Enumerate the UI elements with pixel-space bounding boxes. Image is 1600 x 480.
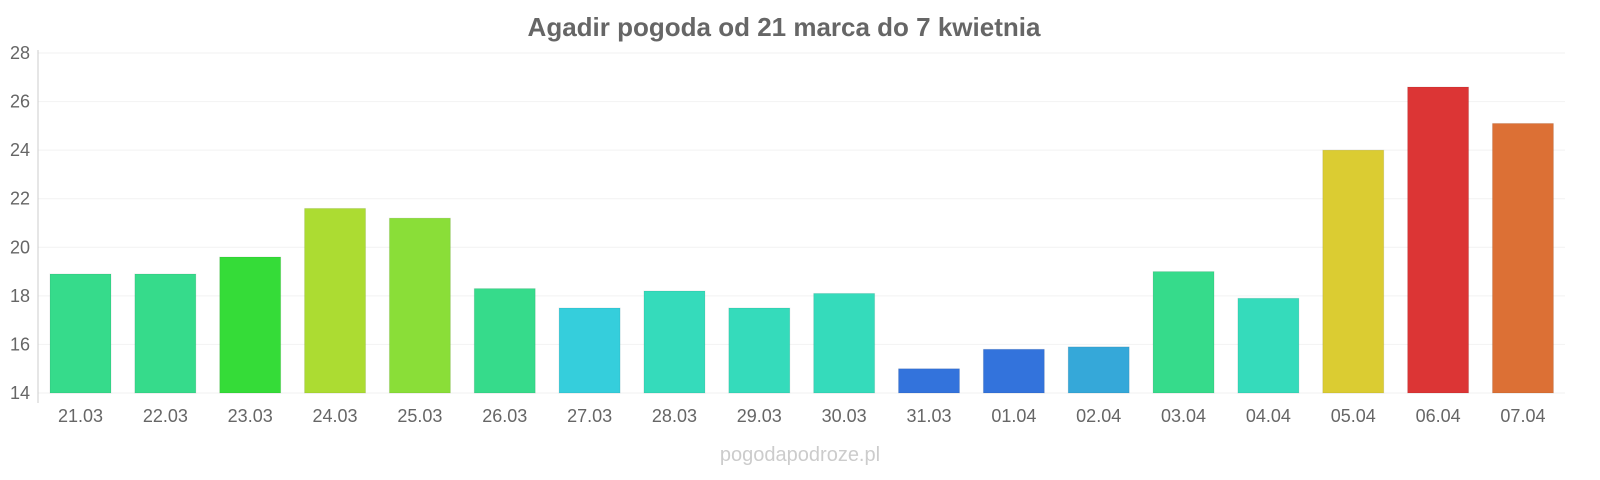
x-tick-label: 26.03 xyxy=(482,406,527,426)
x-tick-label: 29.03 xyxy=(737,406,782,426)
y-tick-label: 18 xyxy=(10,286,30,306)
bar-25.03 xyxy=(388,217,451,394)
x-tick-label: 21.03 xyxy=(58,406,103,426)
bar-22.03 xyxy=(134,273,197,394)
x-tick-label: 06.04 xyxy=(1416,406,1461,426)
x-tick-label: 01.04 xyxy=(991,406,1036,426)
bar-03.04 xyxy=(1152,271,1215,394)
bar-28.03 xyxy=(643,290,706,394)
bar-29.03 xyxy=(728,307,791,394)
bar-21.03 xyxy=(49,273,112,394)
x-tick-label: 25.03 xyxy=(397,406,442,426)
x-tick-label: 05.04 xyxy=(1331,406,1376,426)
bar-02.04 xyxy=(1067,346,1130,394)
y-tick-label: 20 xyxy=(10,237,30,257)
y-tick-label: 14 xyxy=(10,383,30,403)
y-tick-label: 16 xyxy=(10,334,30,354)
bar-06.04 xyxy=(1407,86,1470,394)
watermark: pogodapodroze.pl xyxy=(720,444,880,466)
x-tick-label: 27.03 xyxy=(567,406,612,426)
bar-05.04 xyxy=(1322,149,1385,394)
x-tick-label: 22.03 xyxy=(143,406,188,426)
x-tick-label: 23.03 xyxy=(228,406,273,426)
bar-26.03 xyxy=(473,288,536,394)
bar-01.04 xyxy=(982,348,1045,394)
x-tick-label: 28.03 xyxy=(652,406,697,426)
x-tick-label: 30.03 xyxy=(822,406,867,426)
x-tick-label: 02.04 xyxy=(1076,406,1121,426)
x-tick-label: 04.04 xyxy=(1246,406,1291,426)
bar-24.03 xyxy=(304,207,367,394)
y-tick-label: 22 xyxy=(10,189,30,209)
x-tick-label: 31.03 xyxy=(906,406,951,426)
bar-07.04 xyxy=(1491,122,1554,394)
x-tick-label: 07.04 xyxy=(1500,406,1545,426)
bar-31.03 xyxy=(898,368,960,394)
bar-27.03 xyxy=(558,307,621,394)
y-tick-label: 26 xyxy=(10,92,30,112)
bar-04.04 xyxy=(1237,297,1300,394)
chart-title: Agadir pogoda od 21 marca do 7 kwietnia xyxy=(528,12,1041,42)
y-tick-label: 24 xyxy=(10,140,30,160)
y-tick-label: 28 xyxy=(10,43,30,63)
bar-23.03 xyxy=(219,256,282,394)
x-tick-label: 24.03 xyxy=(313,406,358,426)
bar-30.03 xyxy=(813,292,876,394)
x-tick-label: 03.04 xyxy=(1161,406,1206,426)
